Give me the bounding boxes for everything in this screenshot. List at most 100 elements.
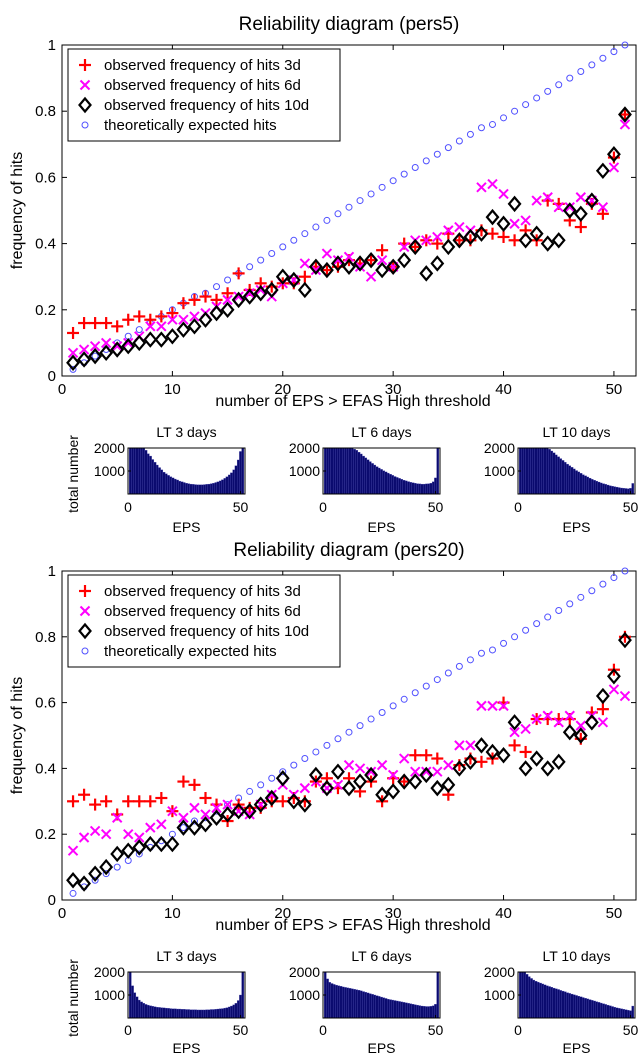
marker-stroke <box>375 786 390 803</box>
data-point <box>246 263 254 271</box>
data-point <box>286 793 301 810</box>
histogram-bar <box>595 480 599 495</box>
marker-stroke <box>610 574 618 582</box>
histogram-bar <box>613 1007 617 1019</box>
data-point <box>608 684 620 695</box>
marker-stroke <box>246 263 254 271</box>
data-point <box>365 271 377 282</box>
marker-stroke <box>257 256 265 264</box>
histogram-bar <box>155 1007 159 1019</box>
y-tick-label: 0.4 <box>35 236 56 253</box>
data-point <box>135 326 143 334</box>
histogram-bar <box>146 453 150 495</box>
data-point <box>67 795 80 808</box>
data-point <box>584 192 599 209</box>
marker-stroke <box>231 802 246 820</box>
histogram-bar <box>530 447 533 495</box>
marker-stroke <box>353 773 367 790</box>
marker-stroke <box>242 288 257 305</box>
data-point <box>397 251 412 269</box>
marker-stroke <box>187 318 202 335</box>
marker-stroke <box>354 763 366 774</box>
marker-stroke <box>135 326 143 334</box>
histogram-bar <box>225 1007 229 1019</box>
histogram-bar <box>140 1001 143 1019</box>
histogram-bar <box>196 484 200 495</box>
histogram-bar <box>590 1000 594 1019</box>
marker-stroke <box>452 232 467 249</box>
histogram-bar <box>411 482 415 495</box>
data-point <box>595 162 610 179</box>
histogram-y-label: total number <box>65 959 81 1037</box>
histogram-bar <box>335 984 338 1019</box>
marker-stroke <box>264 789 279 807</box>
data-point <box>89 317 102 330</box>
histogram-bar <box>180 1009 184 1019</box>
histogram-bar <box>393 1000 397 1019</box>
data-point <box>540 760 555 777</box>
data-point <box>542 192 553 203</box>
marker-stroke <box>540 235 555 252</box>
marker-stroke <box>474 225 489 242</box>
data-point <box>566 600 574 608</box>
data-point <box>531 195 542 206</box>
data-point <box>77 875 92 892</box>
data-point <box>544 87 552 95</box>
marker-stroke <box>422 157 430 165</box>
data-point <box>179 824 187 832</box>
histogram-bar <box>241 971 245 1019</box>
marker-stroke <box>69 365 77 373</box>
histogram-bar <box>402 480 406 495</box>
histogram-bar <box>373 464 377 495</box>
marker-stroke <box>443 225 454 236</box>
marker-stroke <box>606 668 621 685</box>
marker-stroke <box>489 120 496 128</box>
data-point <box>444 669 452 677</box>
histogram-bar <box>236 1000 240 1019</box>
marker-stroke <box>268 774 276 782</box>
data-point <box>345 203 353 211</box>
data-point <box>189 802 200 814</box>
hist-x-tick-label: 50 <box>233 499 249 515</box>
data-point <box>99 344 114 362</box>
data-point <box>69 365 77 373</box>
histogram-bar <box>545 447 549 495</box>
histogram-bar <box>223 1007 227 1019</box>
data-point <box>232 267 245 280</box>
data-point <box>408 238 423 256</box>
histogram-bar <box>212 483 215 495</box>
marker-stroke <box>619 119 631 130</box>
x-tick-label: 10 <box>164 381 181 398</box>
marker-stroke <box>533 620 541 628</box>
histogram-bar <box>232 469 236 495</box>
marker-stroke <box>257 781 265 789</box>
data-point <box>244 288 255 299</box>
histogram-bar <box>326 978 329 1019</box>
histogram-bar <box>420 1005 424 1019</box>
marker-stroke <box>331 763 345 780</box>
marker-stroke <box>332 779 344 791</box>
histogram-bar <box>133 447 137 495</box>
histogram-bar <box>436 447 440 495</box>
data-point <box>520 723 531 735</box>
histogram-bar <box>189 1009 193 1019</box>
histogram-bar <box>332 984 336 1019</box>
histogram-bar <box>194 1009 197 1019</box>
histogram-bar <box>153 1006 157 1019</box>
marker-stroke <box>618 106 632 123</box>
data-point <box>507 714 522 731</box>
data-point <box>188 293 201 306</box>
marker-stroke <box>378 708 386 716</box>
histogram-bar <box>624 1009 628 1019</box>
data-point <box>551 753 566 771</box>
marker-stroke <box>386 258 401 275</box>
data-point <box>595 687 610 705</box>
histogram-bar <box>599 482 603 495</box>
histogram-bar <box>425 483 428 495</box>
data-point <box>364 251 379 269</box>
data-point <box>220 806 235 823</box>
marker-stroke <box>246 787 254 795</box>
histogram-bar <box>413 483 417 495</box>
histogram-bar <box>167 1008 170 1019</box>
histogram-bar <box>173 478 177 495</box>
